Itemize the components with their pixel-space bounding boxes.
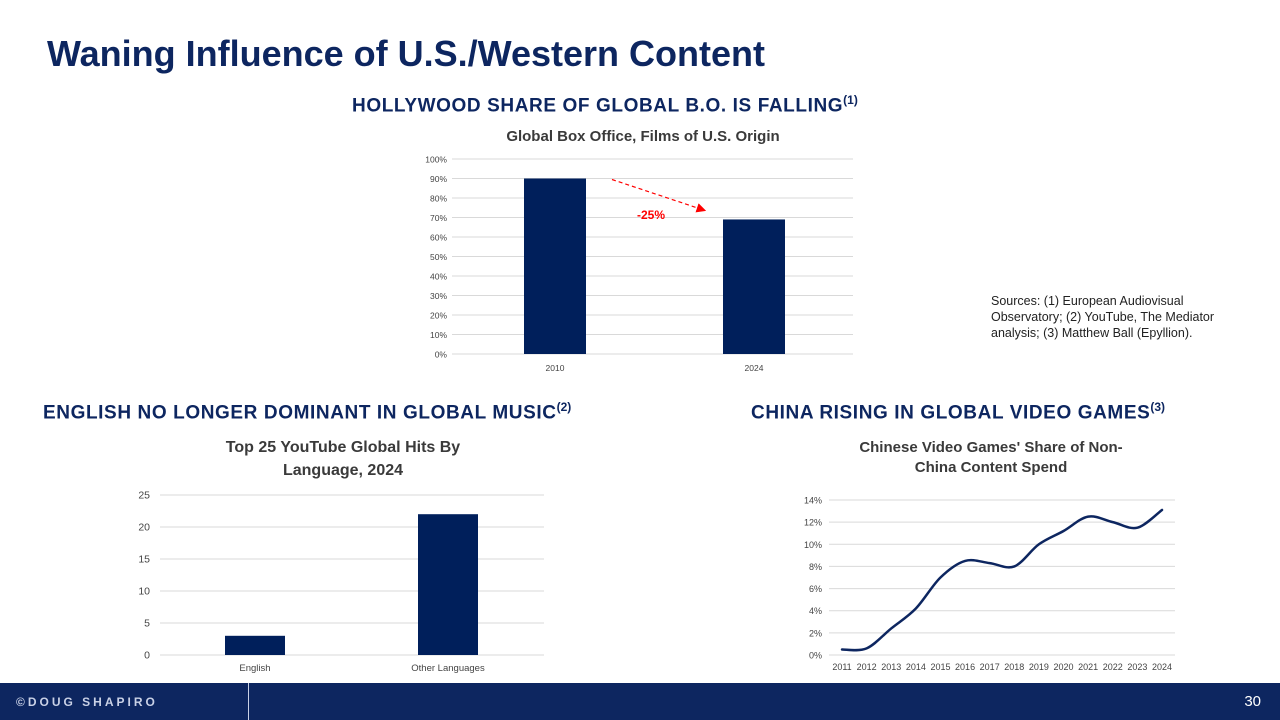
games-ytick-label: 12% [804, 518, 822, 528]
box-office-ytick-label: 60% [430, 233, 447, 243]
games-xtick-label: 2019 [1029, 662, 1049, 672]
games-series-line [840, 508, 1164, 652]
games-heading-text: CHINA RISING IN GLOBAL VIDEO GAMES [751, 402, 1151, 424]
music-ytick-label: 0 [144, 650, 150, 662]
games-ytick-label: 0% [809, 651, 822, 661]
music-heading-text: ENGLISH NO LONGER DOMINANT IN GLOBAL MUS… [43, 402, 557, 424]
box-office-xtick-label: 2024 [745, 363, 764, 373]
games-ytick-label: 2% [809, 628, 822, 638]
box-office-xtick-label: 2010 [546, 363, 565, 373]
box-office-ytick-label: 90% [430, 174, 447, 184]
music-xtick-label: Other Languages [411, 663, 485, 674]
games-heading: CHINA RISING IN GLOBAL VIDEO GAMES(3) [751, 400, 1165, 424]
music-heading-note: (2) [556, 400, 572, 414]
box-office-chart-title: Global Box Office, Films of U.S. Origin [506, 128, 779, 145]
box-office-ytick-label: 100% [425, 155, 447, 165]
games-xtick-label: 2016 [955, 662, 975, 672]
games-xtick-label: 2011 [832, 662, 851, 672]
slide-title: Waning Influence of U.S./Western Content [47, 33, 766, 74]
games-xtick-label: 2013 [881, 662, 901, 672]
page-number: 30 [1244, 693, 1261, 710]
games-xtick-label: 2023 [1127, 662, 1147, 672]
box-office-ytick-label: 0% [435, 350, 448, 360]
music-ytick-label: 15 [138, 554, 150, 566]
games-chart-title-line: China Content Spend [915, 459, 1068, 476]
box-office-ytick-label: 30% [430, 291, 447, 301]
music-bar [225, 635, 285, 655]
games-xtick-label: 2022 [1103, 662, 1123, 672]
games-heading-note: (3) [1150, 400, 1166, 414]
games-xtick-label: 2012 [857, 662, 877, 672]
games-ytick-label: 4% [809, 606, 822, 616]
box-office-bar [524, 178, 586, 354]
music-xtick-label: English [239, 663, 270, 674]
footer-bar [0, 683, 1280, 720]
box-office-ytick-label: 40% [430, 272, 447, 282]
box-office-heading-text: HOLLYWOOD SHARE OF GLOBAL B.O. IS FALLIN… [352, 95, 844, 117]
music-ytick-label: 20 [138, 522, 150, 534]
box-office-ytick-label: 10% [430, 330, 447, 340]
games-xtick-label: 2024 [1152, 662, 1172, 672]
music-ytick-label: 25 [138, 490, 150, 502]
games-ytick-label: 6% [809, 584, 822, 594]
box-office-change-label: -25% [637, 208, 665, 222]
games-ytick-label: 14% [804, 496, 822, 506]
box-office-trend-arrow [611, 178, 707, 213]
music-chart-title-line: Top 25 YouTube Global Hits By [226, 439, 460, 456]
music-bar [418, 514, 478, 655]
box-office-ytick-label: 20% [430, 311, 447, 321]
music-chart-title-line: Language, 2024 [283, 462, 403, 479]
games-xtick-label: 2015 [930, 662, 950, 672]
charts-canvas: Global Box Office, Films of U.S. Origin 0… [138, 128, 1175, 674]
box-office-ytick-label: 50% [430, 252, 447, 262]
music-ytick-label: 10 [138, 586, 150, 598]
box-office-bar [723, 219, 785, 354]
footer-brand: ©DOUG SHAPIRO [16, 695, 158, 709]
box-office-heading-note: (1) [843, 93, 858, 107]
games-xtick-label: 2021 [1078, 662, 1098, 672]
box-office-heading: HOLLYWOOD SHARE OF GLOBAL B.O. IS FALLIN… [352, 93, 858, 117]
games-xtick-label: 2018 [1004, 662, 1024, 672]
box-office-ytick-label: 80% [430, 194, 447, 204]
games-xtick-label: 2020 [1054, 662, 1074, 672]
games-chart-title-line: Chinese Video Games' Share of Non- [859, 439, 1122, 456]
games-ytick-label: 8% [809, 562, 822, 572]
footer-divider [248, 683, 249, 720]
games-xtick-label: 2017 [980, 662, 1000, 672]
games-ytick-label: 10% [804, 540, 822, 550]
music-heading: ENGLISH NO LONGER DOMINANT IN GLOBAL MUS… [43, 400, 571, 424]
box-office-ytick-label: 70% [430, 213, 447, 223]
sources-note: Sources: (1) European Audiovisual Observ… [991, 294, 1215, 340]
music-ytick-label: 5 [144, 618, 150, 630]
games-xtick-label: 2014 [906, 662, 926, 672]
